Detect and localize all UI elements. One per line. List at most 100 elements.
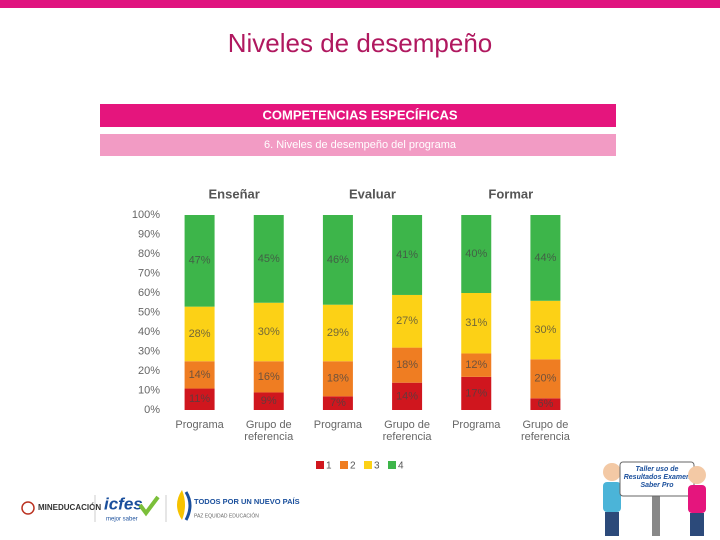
- bar-segment: [461, 376, 492, 410]
- value-label: 20%: [534, 373, 556, 385]
- value-label: 12%: [465, 359, 487, 371]
- bar-segment: [461, 353, 492, 377]
- icfes-check: [138, 495, 160, 517]
- legend-swatch: [364, 461, 372, 469]
- value-label: 41%: [396, 249, 418, 261]
- bar-segment: [530, 359, 561, 399]
- bar-segment: [461, 215, 492, 293]
- bar-segment: [184, 215, 215, 307]
- gov-tagline: PAZ EQUIDAD EDUCACIÓN: [194, 512, 259, 519]
- bar-segment: [322, 396, 353, 410]
- gov-flame: [177, 490, 185, 520]
- value-label: 14%: [189, 369, 211, 381]
- value-label: 44%: [534, 252, 556, 264]
- bar-segment: [253, 361, 284, 393]
- gov-flame: [184, 491, 192, 521]
- y-tick-label: 60%: [138, 287, 160, 299]
- subheader: 6. Niveles de desempeño del programa: [264, 139, 457, 151]
- bar-segment: [253, 392, 284, 410]
- bar-segment: [253, 215, 284, 303]
- x-tick-label: Programa: [313, 419, 363, 431]
- value-label: 30%: [534, 324, 556, 336]
- slide-title: Niveles de desempeño: [228, 28, 493, 58]
- bar-segment: [322, 361, 353, 397]
- bar-segment: [184, 388, 215, 410]
- ministry-icon: [21, 501, 35, 515]
- value-label: 14%: [396, 390, 418, 402]
- value-label: 47%: [189, 255, 211, 267]
- value-label: 17%: [465, 387, 487, 399]
- x-tick-label: Programa: [175, 419, 224, 431]
- y-tick-label: 80%: [138, 248, 160, 260]
- bar-segment: [530, 300, 561, 360]
- gov-logo: TODOS POR UN NUEVO PAÍS: [194, 497, 300, 506]
- sign-text: Taller uso de Resultados Examen Saber Pr…: [623, 466, 691, 489]
- bar-segment: [530, 215, 561, 301]
- value-label: 45%: [258, 253, 280, 265]
- bar-segment: [392, 215, 423, 295]
- sign-post: [652, 492, 660, 536]
- y-tick-label: 100%: [132, 209, 160, 221]
- legend-label: 3: [374, 461, 380, 472]
- legend-label: 4: [398, 461, 404, 472]
- legend-swatch: [340, 461, 348, 469]
- header: COMPETENCIAS ESPECÍFICAS: [262, 107, 457, 122]
- legend-swatch: [388, 461, 396, 469]
- bar-segment: [530, 398, 561, 410]
- sign-text-box: Taller uso de Resultados Examen Saber Pr…: [623, 466, 691, 489]
- bar-segment: [392, 347, 423, 383]
- bar-segment: [461, 293, 492, 354]
- value-label: 7%: [330, 397, 346, 409]
- value-label: 31%: [465, 317, 487, 329]
- x-tick-label: Grupo de referencia: [244, 419, 294, 443]
- character: [603, 463, 621, 481]
- ministry-logo: MINEDUCACIÓN: [38, 503, 101, 512]
- value-label: 30%: [258, 326, 280, 338]
- value-label: 27%: [396, 315, 418, 327]
- subheader-bar: [100, 134, 616, 156]
- value-label: 9%: [261, 395, 277, 407]
- bar-segment: [322, 304, 353, 362]
- y-tick-label: 50%: [138, 306, 160, 318]
- legend-label: 2: [350, 461, 356, 472]
- character: [605, 512, 619, 536]
- character: [603, 482, 621, 512]
- bar-segment: [184, 361, 215, 389]
- value-label: 11%: [189, 393, 210, 405]
- value-label: 28%: [189, 328, 211, 340]
- legend-swatch: [316, 461, 324, 469]
- character: [690, 513, 704, 536]
- value-label: 46%: [327, 254, 349, 266]
- value-label: 29%: [327, 327, 349, 339]
- icfes-logo: icfes: [104, 494, 143, 513]
- value-label: 18%: [327, 373, 349, 385]
- y-tick-label: 20%: [138, 365, 160, 377]
- group-label: Formar: [488, 186, 533, 201]
- y-tick-label: 90%: [138, 228, 160, 240]
- x-tick-label: Grupo de referencia: [520, 419, 570, 443]
- value-label: 16%: [258, 371, 280, 383]
- value-label: 6%: [537, 398, 553, 410]
- group-label: Enseñar: [209, 186, 260, 201]
- top-stripe: [0, 0, 720, 8]
- bar-segment: [392, 382, 423, 410]
- bar-segment: [253, 302, 284, 362]
- bar-segment: [392, 294, 423, 348]
- value-label: 40%: [465, 248, 487, 260]
- bar-segment: [184, 306, 215, 362]
- bar-segment: [322, 215, 353, 305]
- x-tick-label: Programa: [452, 419, 501, 431]
- character: [688, 466, 706, 484]
- y-tick-label: 10%: [138, 384, 160, 396]
- legend-label: 1: [326, 461, 332, 472]
- value-label: 18%: [396, 359, 418, 371]
- y-tick-label: 70%: [138, 267, 160, 279]
- icfes-tagline: mejor saber: [106, 517, 138, 523]
- x-tick-label: Grupo de referencia: [382, 419, 432, 443]
- chart: 0% 10% 20% 30% 40% 50% 60% 70% 80% 90% 100% Enseñar…: [132, 186, 561, 472]
- y-tick-label: 30%: [138, 345, 160, 357]
- header-bar: [100, 104, 616, 127]
- character: [688, 485, 706, 513]
